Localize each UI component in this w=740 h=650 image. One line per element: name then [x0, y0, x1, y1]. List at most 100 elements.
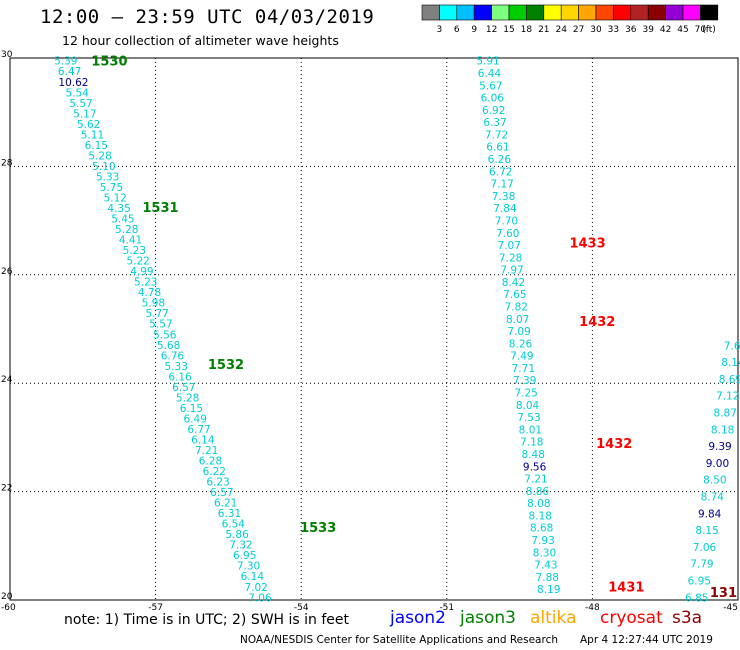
swh-value-t3-15: 6.85: [685, 592, 708, 604]
tick-label-lon-4: -48: [585, 603, 600, 613]
colorbar-swatch-15: [682, 4, 701, 21]
legend-altika: altika: [530, 608, 577, 628]
swh-value-t1-51: 7.06: [248, 592, 272, 604]
colorbar-tick-2: 9: [471, 25, 477, 35]
swh-value-t1-46: 7.32: [229, 540, 252, 552]
tick-label-lat-2: 24: [1, 375, 13, 385]
swh-value-t1-2: 10.62: [58, 77, 88, 89]
swh-value-t3-9: 8.74: [701, 491, 725, 503]
swh-value-t2-32: 8.48: [522, 449, 545, 461]
swh-value-t2-28: 8.04: [516, 400, 540, 412]
swh-value-t1-23: 5.98: [142, 298, 165, 310]
tick-label-lon-5: -45: [723, 603, 738, 613]
swh-value-t1-33: 6.15: [180, 403, 203, 415]
swh-value-t1-10: 5.10: [92, 161, 115, 173]
tick-label-lon-2: -54: [294, 603, 309, 613]
swh-value-t2-18: 8.42: [502, 277, 525, 289]
colorbar-swatch-3: [473, 4, 492, 21]
swh-value-t1-40: 6.23: [206, 477, 229, 489]
swh-value-t2-12: 7.84: [493, 203, 517, 215]
swh-value-t1-50: 7.02: [244, 582, 267, 594]
tick-label-lon-0: -60: [1, 603, 16, 613]
legend-cryosat: cryosat: [600, 608, 663, 628]
swh-value-t2-15: 7.07: [498, 240, 521, 252]
colorbar-tick-9: 30: [590, 25, 602, 35]
swh-value-t2-29: 7.53: [517, 412, 540, 424]
tick-label-lon-1: -57: [148, 603, 163, 613]
swh-value-t2-22: 7.09: [507, 326, 530, 338]
tick-label-lat-4: 28: [1, 158, 13, 168]
swh-value-t1-3: 5.54: [66, 87, 90, 99]
swh-value-t1-29: 5.33: [165, 361, 188, 373]
swh-value-t2-1: 6.44: [478, 68, 502, 80]
footer-credit: NOAA/NESDIS Center for Satellite Applica…: [240, 634, 558, 646]
swh-value-t1-16: 5.28: [115, 224, 138, 236]
swh-value-t1-5: 5.17: [73, 108, 96, 120]
swh-value-t1-9: 5.28: [88, 150, 111, 162]
swh-value-t2-24: 7.49: [510, 351, 533, 363]
swh-value-t1-37: 7.21: [195, 445, 218, 457]
swh-value-t2-21: 8.07: [506, 314, 529, 326]
swh-value-t2-13: 7.70: [495, 215, 518, 227]
swh-value-t1-7: 5.11: [81, 129, 104, 141]
colorbar-swatch-14: [665, 4, 684, 21]
colorbar-tick-4: 15: [503, 25, 514, 35]
swh-value-t1-6: 5.62: [77, 119, 100, 131]
plot-frame: [9, 57, 739, 601]
time-label-t2-2: 1432: [596, 437, 632, 452]
colorbar-swatch-10: [595, 4, 614, 21]
swh-value-t1-43: 6.31: [218, 508, 241, 520]
colorbar-swatch-4: [491, 4, 510, 21]
colorbar-swatch-8: [560, 4, 579, 21]
swh-value-t1-32: 5.28: [176, 392, 199, 404]
swh-value-t3-2: 8.69: [719, 374, 740, 386]
swh-value-t3-5: 8.18: [711, 424, 734, 436]
swh-value-t1-1: 6.47: [58, 66, 81, 78]
colorbar-tick-13: 42: [660, 25, 671, 35]
colorbar-swatch-13: [647, 4, 666, 21]
swh-value-t3-3: 7.12: [716, 391, 739, 403]
colorbar-swatch-2: [456, 4, 475, 21]
time-label-t1-0: 1530: [91, 55, 127, 70]
swh-value-t2-5: 6.37: [483, 117, 506, 129]
swh-value-t2-3: 6.06: [481, 93, 505, 105]
swh-value-t2-26: 7.39: [513, 375, 536, 387]
colorbar-swatch-12: [630, 4, 649, 21]
colorbar-tick-8: 27: [573, 25, 584, 35]
swh-value-t2-27: 7.25: [514, 388, 537, 400]
footer-note: note: 1) Time is in UTC; 2) SWH is in fe…: [64, 612, 350, 628]
swh-value-t1-31: 6.57: [172, 382, 195, 394]
swh-value-t1-36: 6.14: [191, 434, 215, 446]
swh-value-t2-31: 7.18: [520, 437, 543, 449]
swh-value-t2-20: 7.82: [505, 302, 528, 314]
swh-value-t1-17: 4.41: [119, 235, 142, 247]
swh-value-t2-17: 7.97: [500, 265, 523, 277]
swh-value-t3-14: 6.95: [688, 575, 711, 587]
time-label-t2-1: 1432: [579, 315, 615, 330]
colorbar-tick-10: 33: [608, 25, 619, 35]
colorbar-swatch-1: [439, 4, 458, 21]
tick-label-lat-3: 26: [1, 267, 13, 277]
time-label-t1-3: 1533: [300, 521, 336, 536]
colorbar-tick-14: 45: [677, 25, 688, 35]
colorbar-tick-12: 39: [642, 25, 654, 35]
swh-value-t1-12: 5.75: [100, 182, 123, 194]
swh-value-t2-30: 8.01: [519, 424, 542, 436]
swh-value-t3-6: 9.39: [708, 441, 731, 453]
swh-value-t1-45: 5.86: [225, 529, 249, 541]
colorbar-swatch-0: [421, 4, 440, 21]
colorbar-swatch-11: [613, 4, 632, 21]
page-subtitle: 12 hour collection of altimeter wave hei…: [62, 33, 339, 48]
swh-value-t1-41: 6.57: [210, 487, 233, 499]
swh-value-t3-13: 7.79: [690, 559, 713, 571]
swh-value-t2-11: 7.38: [492, 191, 515, 203]
page-title: 12:00 – 23:59 UTC 04/03/2019: [40, 6, 375, 28]
time-label-t2-3: 1431: [608, 580, 644, 595]
swh-value-t1-18: 5.23: [123, 245, 146, 257]
legend-s3a: s3a: [672, 608, 703, 628]
swh-value-t1-25: 5.57: [149, 319, 172, 331]
swh-value-t2-39: 7.93: [531, 535, 554, 547]
footer-timestamp: Apr 4 12:27:44 UTC 2019: [580, 634, 713, 646]
swh-value-t1-44: 6.54: [222, 519, 246, 531]
